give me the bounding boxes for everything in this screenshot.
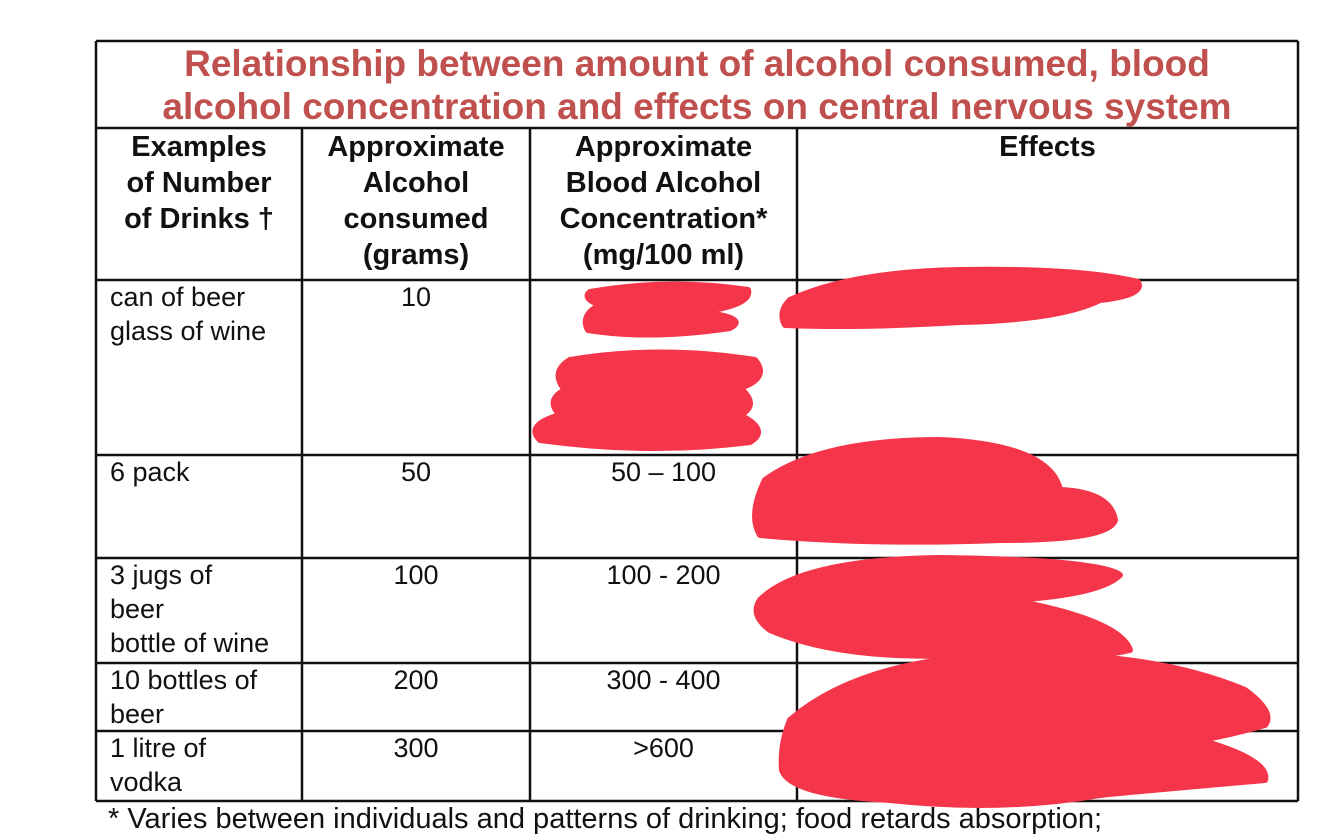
header-line: Blood Alcohol xyxy=(565,167,762,199)
cell-line: 6 pack xyxy=(110,457,190,487)
cell-line: bottle of wine xyxy=(110,628,270,658)
cell: >600 xyxy=(530,731,797,765)
cell-text: 300 - 400 xyxy=(606,665,721,695)
cell-line: 10 bottles of xyxy=(110,665,258,695)
header-line: Effects xyxy=(999,131,1096,163)
title-line: Relationship between amount of alcohol c… xyxy=(184,43,1210,84)
cell: 10 bottles of beer xyxy=(110,663,302,731)
cell-line: can of beer xyxy=(110,282,246,312)
cell-line: glass of wine xyxy=(110,316,267,346)
cell-text: 10 xyxy=(400,282,432,312)
cell: 50 xyxy=(302,455,530,489)
header-cell: Approximate Alcohol consumed (grams) xyxy=(302,129,530,273)
cell: can of beer glass of wine xyxy=(110,280,302,348)
header-line: Approximate xyxy=(327,131,505,163)
title: Relationship between amount of alcohol c… xyxy=(96,42,1298,128)
cell-text: 100 xyxy=(393,560,439,590)
cell: 300 xyxy=(302,731,530,765)
header-line: Approximate xyxy=(574,131,753,163)
header-cell: Examples of Number of Drinks † xyxy=(96,129,302,237)
header-line: Examples xyxy=(131,131,267,163)
cell-text: 200 xyxy=(393,665,439,695)
header-cell: Approximate Blood Alcohol Concentration* (m… xyxy=(530,129,797,273)
header-line: of Drinks † xyxy=(124,203,274,235)
cell-text: >600 xyxy=(633,733,694,763)
cell: 3 jugs of beer bottle of wine xyxy=(110,558,302,660)
cell: 10 xyxy=(302,280,530,314)
title-line: alcohol concentration and effects on cen… xyxy=(162,86,1232,127)
cell: 100 xyxy=(302,558,530,592)
cell: 200 xyxy=(302,663,530,697)
footnote: * Varies between individuals and pattern… xyxy=(108,803,1103,835)
cell-text: 300 xyxy=(393,733,439,763)
cell-text: 50 – 100 xyxy=(610,457,717,487)
header-line: of Number xyxy=(126,167,272,199)
header-line: Concentration* xyxy=(559,203,768,235)
header-line: (grams) xyxy=(362,239,470,271)
cell: 1 litre of vodka xyxy=(110,731,302,799)
cell-line: 1 litre of xyxy=(110,733,207,763)
cell: 300 - 400 xyxy=(530,663,797,697)
cell-line: 3 jugs of xyxy=(110,560,213,590)
cell-line: vodka xyxy=(110,767,183,797)
header-line: consumed xyxy=(343,203,489,235)
cell-line: beer xyxy=(110,699,165,729)
cell: 50 – 100 xyxy=(530,455,797,489)
header-line: (mg/100 ml) xyxy=(582,239,745,271)
cell-text: 50 xyxy=(400,457,432,487)
cell: 100 - 200 xyxy=(530,558,797,592)
cell: 6 pack xyxy=(110,455,302,489)
cell-text: 100 - 200 xyxy=(606,560,721,590)
header-line: Alcohol xyxy=(362,167,470,199)
cell-line: beer xyxy=(110,594,165,624)
header-cell: Effects xyxy=(797,129,1298,165)
